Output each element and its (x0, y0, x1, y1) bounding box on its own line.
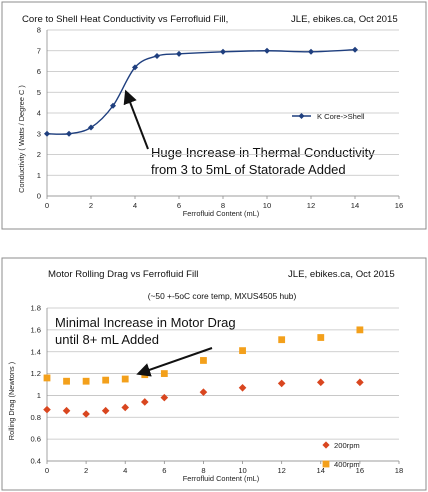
chart1-point-K Core->Shell (66, 130, 72, 137)
chart2-point-400rpm (160, 370, 168, 377)
chart1-ytick-label: 7 (37, 46, 41, 55)
chart1-point-K Core->Shell (308, 48, 314, 55)
chart2-frame (1, 257, 427, 491)
chart1-xtick-label: 12 (307, 201, 315, 210)
chart1-legend-marker (298, 113, 305, 119)
chart2-xtick-label: 16 (356, 466, 364, 475)
chart1-xtick-label: 10 (263, 201, 271, 210)
chart2-legend-label-400: 400rpm (334, 460, 360, 469)
chart2-title: Motor Rolling Drag vs Ferrofluid Fill (48, 269, 198, 280)
chart1-ytick-label: 6 (37, 67, 41, 76)
chart2-point-400rpm (63, 377, 70, 385)
chart1-point-K Core->Shell (44, 130, 50, 137)
chart2-xtick-label: 18 (395, 466, 403, 475)
chart1-point-K Core->Shell (220, 48, 226, 55)
chart1-point-K Core->Shell (352, 46, 358, 53)
chart2-annotation-arrow (136, 347, 213, 377)
chart1-legend-label: K Core->Shell (317, 112, 365, 121)
chart2-credit: JLE, ebikes.ca, Oct 2015 (288, 269, 395, 280)
chart2-subtitle: (~50 +-5oC core temp, MXUS4505 hub) (148, 291, 297, 301)
chart2-point-400rpm (102, 376, 110, 384)
chart2-xtick-label: 2 (84, 466, 88, 475)
chart1-xtick-label: 0 (45, 201, 49, 210)
chart2-point-200rpm (140, 398, 149, 406)
chart1-annotation-arrow (123, 89, 149, 150)
chart2-point-200rpm (82, 410, 90, 418)
chart1-point-K Core->Shell (132, 64, 138, 71)
chart2-point-200rpm (238, 383, 247, 392)
chart1-ylabel: Conductivity ( Watts / Degree C ) (17, 85, 26, 193)
chart1-xtick-label: 2 (89, 201, 93, 210)
chart1-credit: JLE, ebikes.ca, Oct 2015 (291, 14, 398, 25)
chart2-ytick-label: 1.8 (30, 304, 41, 313)
chart2-xlabel: Ferrofluid Content (mL) (183, 474, 259, 483)
chart2-xtick-label: 14 (317, 466, 325, 475)
chart2-xtick-label: 8 (201, 466, 205, 475)
chart2-xtick-label: 12 (277, 466, 285, 475)
chart1-point-K Core->Shell (110, 102, 116, 109)
chart2-point-400rpm (317, 334, 325, 341)
chart2-point-200rpm (101, 406, 110, 415)
chart2-ytick-label: 0.8 (30, 413, 41, 422)
chart1-ytick-label: 3 (37, 129, 41, 138)
chart1-xtick-label: 14 (351, 201, 359, 210)
chart2-point-400rpm (200, 357, 207, 364)
chart2-point-400rpm (82, 377, 90, 385)
chart1-ytick-label: 1 (37, 171, 41, 180)
chart1-xtick-label: 6 (177, 201, 181, 210)
chart1-annotation-line1: Huge Increase in Thermal Conductivity (151, 145, 375, 160)
chart2-ytick-label: 1.2 (30, 369, 41, 378)
chart2-point-200rpm (199, 388, 208, 396)
chart2-point-400rpm (43, 374, 51, 382)
chart2-ytick-label: 1 (37, 391, 41, 400)
chart1-ytick-label: 0 (37, 192, 41, 201)
chart2-ytick-label: 1.6 (30, 325, 41, 334)
chart2-xtick-label: 10 (238, 466, 246, 475)
chart1-ytick-label: 5 (37, 88, 41, 97)
chart1-xtick-label: 4 (133, 201, 137, 210)
chart1-ytick-label: 4 (37, 109, 41, 118)
chart2-legend-marker-200 (322, 441, 330, 449)
chart1-point-K Core->Shell (264, 47, 270, 54)
chart2-point-200rpm (356, 378, 364, 387)
chart2-point-200rpm (62, 406, 71, 415)
chart2-point-200rpm (316, 378, 325, 387)
chart2-point-400rpm (239, 347, 246, 355)
chart1-point-K Core->Shell (154, 52, 160, 59)
chart2-xtick-label: 4 (123, 466, 127, 475)
chart1-point-K Core->Shell (88, 124, 94, 131)
chart1-annotation-line2: from 3 to 5mL of Statorade Added (151, 162, 346, 177)
chart2-point-200rpm (121, 403, 130, 412)
chart1-xtick-label: 16 (395, 201, 403, 210)
chart2-legend-label-200: 200rpm (334, 441, 360, 450)
chart1-ytick-label: 8 (37, 26, 41, 35)
chart1-xlabel: Ferrofluid Content (mL) (183, 209, 259, 218)
chart2-xtick-label: 0 (45, 466, 49, 475)
chart2-point-400rpm (356, 326, 364, 334)
chart1-ytick-label: 2 (37, 150, 41, 159)
chart2-point-200rpm (43, 405, 51, 414)
chart2-ytick-label: 1.4 (30, 347, 41, 356)
chart1-title: Core to Shell Heat Conductivity vs Ferro… (22, 14, 228, 25)
chart2-plot: 0.4 0.6 0.8 1 1.2 1.4 1.6 1.8 0 2 4 6 8 10 12 14 16 18 (30, 304, 403, 475)
chart1-frame (1, 1, 427, 230)
chart1-xtick-label: 8 (221, 201, 225, 210)
chart2-ylabel: Rolling Drag (Newtons ) (7, 362, 16, 440)
chart2-point-400rpm (121, 375, 129, 383)
chart2-point-200rpm (160, 393, 169, 402)
chart2-point-200rpm (277, 379, 286, 388)
chart2-annotation-line1: Minimal Increase in Motor Drag (55, 315, 236, 330)
chart1-point-K Core->Shell (176, 50, 182, 57)
chart2-ytick-label: 0.4 (30, 457, 41, 466)
chart2-ytick-label: 0.6 (30, 435, 41, 444)
chart2-xtick-label: 6 (162, 466, 166, 475)
chart2-legend-marker-400 (322, 460, 330, 468)
chart2-annotation-line2: until 8+ mL Added (55, 332, 159, 347)
chart2-point-400rpm (278, 336, 286, 344)
